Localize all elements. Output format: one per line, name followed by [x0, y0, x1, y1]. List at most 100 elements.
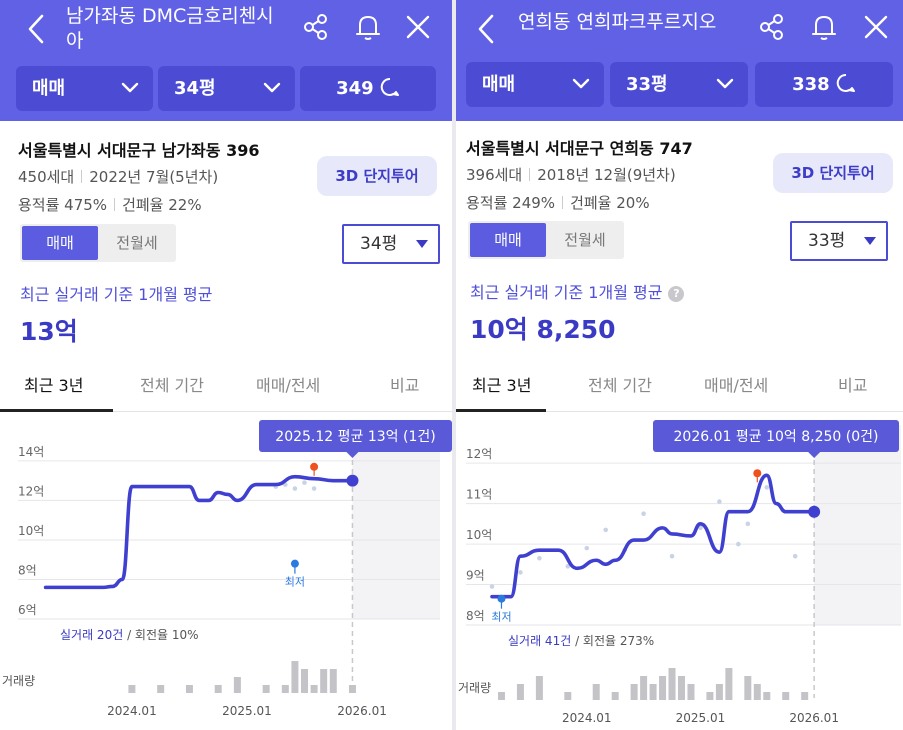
segment-sale[interactable]: 매매 [22, 226, 98, 260]
current-point [808, 505, 821, 518]
tab-all-period[interactable]: 전체 기간 [588, 376, 652, 395]
caret-down-icon [864, 237, 876, 245]
active-tab-indicator [456, 409, 546, 412]
volume-bar [725, 668, 733, 700]
deal-point [311, 486, 317, 491]
tab-compare[interactable]: 비교 [838, 376, 868, 395]
volume-bar [516, 684, 524, 700]
volume-label: 거래량 [2, 674, 35, 688]
filter-bar: 매매 34평 349 [16, 66, 438, 111]
turnover-rate: / 회전율 10% [123, 628, 198, 642]
volume-bar [291, 661, 299, 693]
deal-point [302, 480, 307, 485]
size-dropdown[interactable]: 34평 [158, 66, 295, 111]
volume-bar [706, 692, 714, 700]
help-icon[interactable]: ? [668, 286, 685, 302]
volume-bar [668, 668, 676, 700]
volume-bar [659, 676, 667, 700]
built-date: 2018년 12월(9년차) [537, 166, 676, 184]
volume-bar [649, 684, 657, 700]
deal-type-dropdown[interactable]: 매매 [16, 66, 153, 111]
deal-point [565, 564, 571, 569]
household-count: 396세대 [466, 166, 523, 184]
comments-button[interactable]: 349 [300, 66, 436, 111]
share-icon[interactable] [302, 12, 330, 42]
building-coverage-ratio: 건폐율 20% [570, 194, 650, 212]
tab-recent-3y[interactable]: 최근 3년 [472, 376, 532, 395]
tooltip-text: 2026.01 평균 10억 8,250 (0건) [674, 429, 879, 445]
chevron-down-icon [572, 78, 590, 89]
tab-compare[interactable]: 비교 [390, 376, 420, 395]
x-tick-label: 2024.01 [107, 704, 157, 718]
deal-point [518, 570, 523, 575]
trade-stats: 실거래 41건 / 회전율 273% [508, 634, 654, 648]
comments-button[interactable]: 338 [755, 62, 893, 107]
listing-panel-left: 남가좌동 DMC금호리첸시아 매매 34평 349 서울특별시 서대문구 남 [0, 0, 452, 730]
volume-bar [630, 684, 638, 700]
chevron-down-icon [263, 82, 281, 93]
deal-point [736, 541, 741, 547]
segment-sale[interactable]: 매매 [470, 223, 546, 257]
tooltip-box [259, 420, 452, 452]
ratio-info: 용적률 475% 건폐율 22% [18, 194, 202, 215]
average-label: 최근 실거래 기준 1개월 평균? [470, 279, 685, 303]
y-tick-label: 10억 [18, 524, 44, 538]
back-icon[interactable] [24, 12, 50, 46]
share-icon[interactable] [758, 12, 786, 42]
deal-point [537, 555, 542, 561]
turnover-rate: / 회전율 273% [571, 634, 654, 648]
segment-rent[interactable]: 전월세 [116, 234, 158, 252]
deal-type-label: 매매 [482, 74, 516, 95]
bell-icon[interactable] [810, 12, 838, 42]
y-tick-label: 8억 [466, 609, 485, 623]
y-tick-label: 11억 [466, 488, 492, 502]
x-tick-label: 2025.01 [676, 711, 726, 725]
size-dropdown[interactable]: 33평 [610, 62, 748, 107]
tab-sale-jeonse[interactable]: 매매/전세 [256, 376, 321, 395]
floor-area-ratio: 용적률 249% [466, 194, 556, 212]
deal-point [764, 485, 770, 490]
comment-count: 349 [336, 78, 374, 99]
y-tick-label: 12억 [466, 447, 492, 461]
tab-sale-jeonse[interactable]: 매매/전세 [704, 376, 769, 395]
deal-type-dropdown[interactable]: 매매 [466, 62, 604, 107]
3d-tour-button[interactable]: 3D 단지투어 [317, 156, 437, 196]
close-icon[interactable] [404, 12, 432, 42]
tab-recent-3y[interactable]: 최근 3년 [24, 376, 84, 395]
y-tick-label: 8억 [18, 563, 37, 577]
trade-count: 실거래 41건 [508, 634, 571, 648]
volume-bar [301, 669, 309, 693]
size-label: 33평 [626, 74, 668, 95]
bell-icon[interactable] [354, 12, 382, 42]
floor-area-ratio: 용적률 475% [18, 196, 108, 214]
deal-point [669, 553, 675, 559]
size-select[interactable]: 34평 [342, 224, 440, 264]
period-tabs: 최근 3년 전체 기간 매매/전세 비교 [456, 364, 903, 412]
tab-all-period[interactable]: 전체 기간 [140, 376, 204, 395]
panel-divider [452, 0, 456, 730]
volume-bar [320, 669, 328, 693]
volume-label: 거래량 [458, 681, 491, 695]
ratio-info: 용적률 249% 건폐율 20% [466, 192, 650, 213]
deal-point [717, 499, 722, 504]
current-point [346, 474, 359, 487]
volume-bar [497, 692, 505, 700]
deal-point [641, 511, 646, 517]
close-icon[interactable] [862, 12, 890, 42]
size-select[interactable]: 33평 [790, 221, 888, 261]
deal-point [292, 486, 298, 491]
volume-bar [678, 676, 685, 700]
price-line [43, 474, 355, 590]
max-marker [310, 462, 319, 471]
volume-bar [744, 676, 752, 700]
deal-point [792, 553, 798, 559]
segment-rent[interactable]: 전월세 [564, 231, 606, 249]
volume-bar [281, 685, 289, 693]
volume-bar [782, 692, 790, 700]
size-label: 34평 [174, 78, 216, 99]
active-tab-indicator [0, 409, 113, 412]
back-icon[interactable] [474, 12, 500, 46]
3d-tour-button[interactable]: 3D 단지투어 [773, 153, 893, 193]
